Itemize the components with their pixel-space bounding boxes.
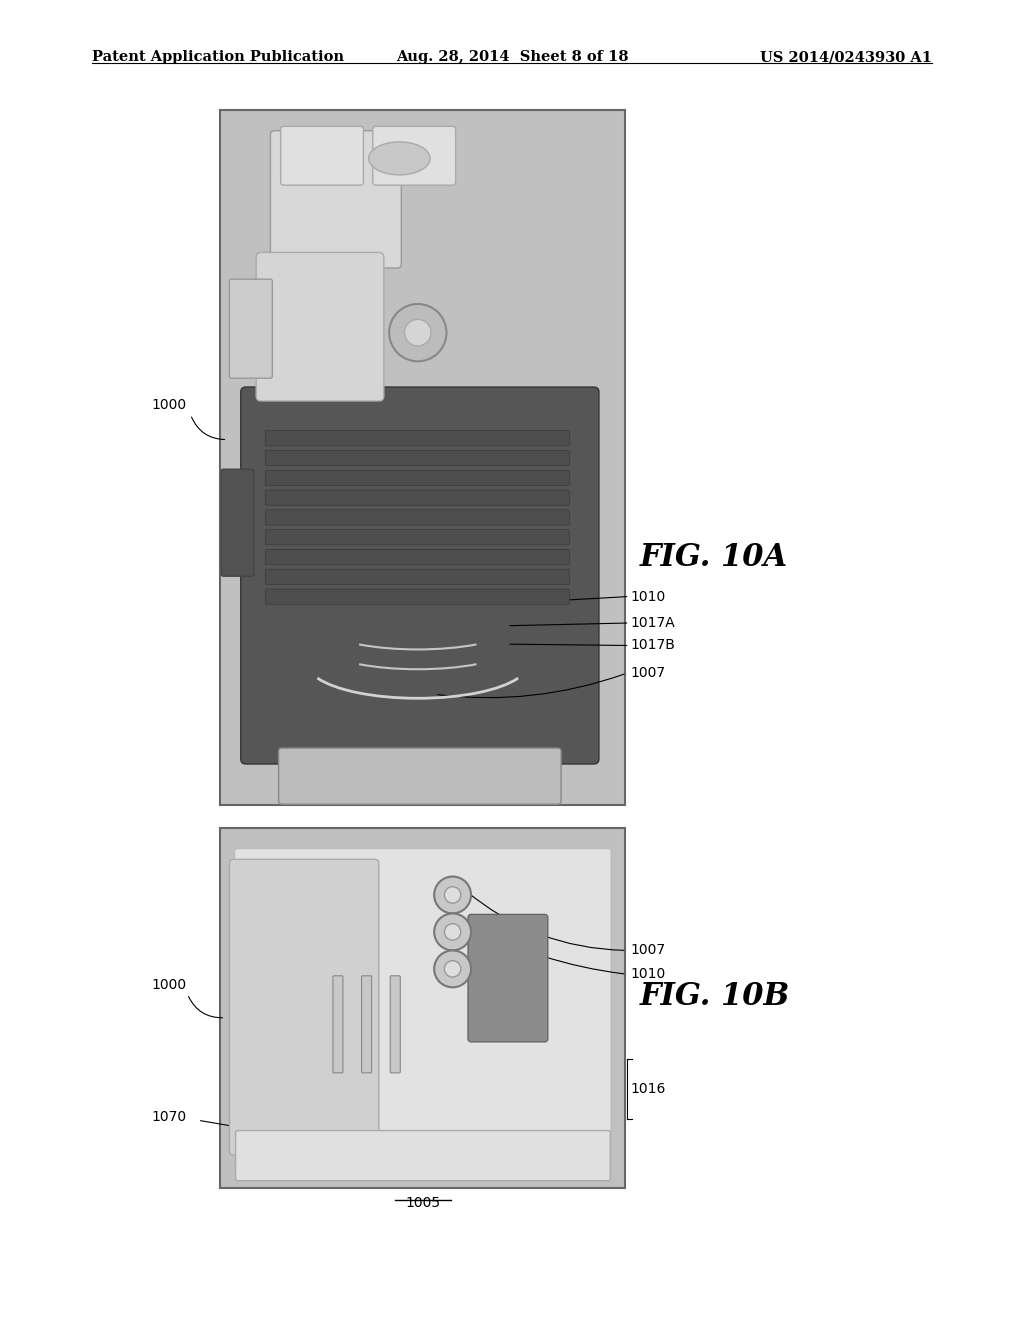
FancyBboxPatch shape	[265, 569, 569, 585]
FancyBboxPatch shape	[265, 470, 569, 486]
FancyBboxPatch shape	[265, 589, 569, 605]
Text: FIG. 10B: FIG. 10B	[640, 981, 791, 1012]
FancyBboxPatch shape	[265, 430, 569, 446]
FancyBboxPatch shape	[281, 127, 364, 185]
FancyBboxPatch shape	[373, 127, 456, 185]
Text: 1007: 1007	[631, 944, 666, 957]
Ellipse shape	[369, 143, 430, 176]
Text: 1000: 1000	[152, 399, 186, 412]
Text: 1007: 1007	[631, 667, 666, 680]
FancyBboxPatch shape	[468, 915, 548, 1041]
Text: 1017B: 1017B	[631, 639, 676, 652]
FancyBboxPatch shape	[279, 748, 561, 804]
Circle shape	[434, 876, 471, 913]
FancyBboxPatch shape	[234, 849, 611, 1173]
Text: FIG. 10A: FIG. 10A	[640, 541, 788, 573]
FancyBboxPatch shape	[361, 975, 372, 1073]
Text: 1005: 1005	[406, 1196, 440, 1210]
FancyBboxPatch shape	[265, 510, 569, 525]
Bar	[220, 110, 625, 805]
FancyBboxPatch shape	[256, 252, 384, 401]
Circle shape	[404, 319, 431, 346]
Circle shape	[444, 887, 461, 903]
FancyBboxPatch shape	[265, 529, 569, 545]
FancyBboxPatch shape	[229, 279, 272, 379]
Text: 1017A: 1017A	[631, 616, 676, 630]
FancyBboxPatch shape	[229, 859, 379, 1155]
Circle shape	[434, 950, 471, 987]
Text: 1070: 1070	[152, 1110, 186, 1123]
FancyBboxPatch shape	[241, 387, 599, 764]
Text: Patent Application Publication: Patent Application Publication	[92, 50, 344, 65]
FancyBboxPatch shape	[265, 450, 569, 466]
FancyBboxPatch shape	[390, 975, 400, 1073]
FancyBboxPatch shape	[236, 1130, 610, 1181]
Circle shape	[434, 913, 471, 950]
Text: 1000: 1000	[152, 978, 186, 991]
Text: 1016: 1016	[631, 1082, 667, 1096]
Circle shape	[389, 304, 446, 362]
Text: 1010: 1010	[631, 590, 666, 603]
Circle shape	[444, 961, 461, 977]
FancyBboxPatch shape	[270, 131, 401, 268]
Bar	[220, 828, 625, 1188]
FancyBboxPatch shape	[221, 469, 254, 577]
FancyBboxPatch shape	[265, 549, 569, 565]
Text: Aug. 28, 2014  Sheet 8 of 18: Aug. 28, 2014 Sheet 8 of 18	[395, 50, 629, 65]
Text: US 2014/0243930 A1: US 2014/0243930 A1	[760, 50, 932, 65]
FancyBboxPatch shape	[265, 490, 569, 506]
FancyBboxPatch shape	[333, 975, 343, 1073]
Circle shape	[444, 924, 461, 940]
Text: 1010: 1010	[631, 968, 666, 981]
